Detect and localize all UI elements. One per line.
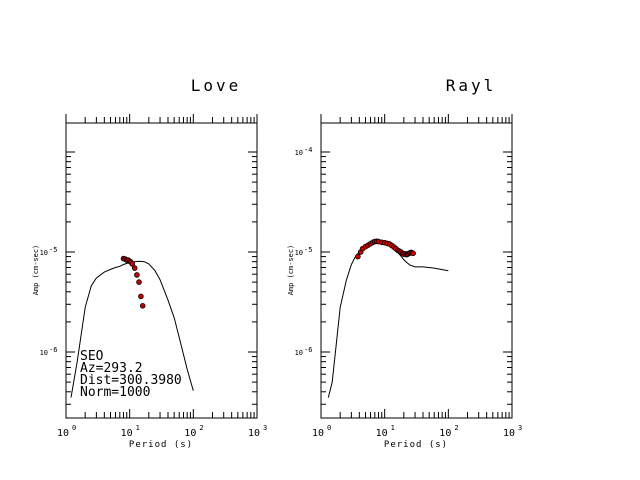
x-tick-label-base: 10 <box>376 428 388 439</box>
x-tick-label: 10 0 <box>312 424 331 439</box>
observed-point-rayl <box>410 250 416 257</box>
observed-point-rayl <box>355 253 361 260</box>
x-tick-label-base: 10 <box>312 428 324 439</box>
x-tick-label: 10 3 <box>248 424 267 439</box>
panel-title-rayl: Rayl <box>446 76 497 95</box>
station-annotations: SEO Az=293.2 Dist=300.3980 Norm=1000 <box>80 349 182 400</box>
y-tick-label-base: 10 <box>295 349 303 357</box>
y-tick-label-exp: -5 <box>49 246 57 254</box>
x-tick-label-base: 10 <box>184 428 196 439</box>
panel-love-axes: 10 0 10 1 10 2 10 3 10-610-5 <box>40 114 267 439</box>
observed-point-love <box>136 279 142 285</box>
y-tick-label-base: 10 <box>295 149 303 157</box>
x-tick-label: 10 0 <box>57 424 76 439</box>
x-tick-label-exp: 3 <box>518 424 522 432</box>
series-group-love <box>70 255 194 398</box>
y-tick-label-base: 10 <box>40 349 48 357</box>
y-axis-ticks-rayl: 10-610-510-4 <box>295 146 512 405</box>
y-tick-label: 10 -5 <box>40 246 58 257</box>
panel-title-love: Love <box>191 76 242 95</box>
y-tick-label-base: 10 <box>40 249 48 257</box>
y-tick-label: 10 -6 <box>295 346 313 357</box>
x-tick-label-base: 10 <box>57 428 69 439</box>
x-axis-label-rayl: Period (s) <box>384 440 448 450</box>
y-tick-label-exp: -6 <box>304 346 312 354</box>
x-tick-label: 10 2 <box>439 424 458 439</box>
panel-rayl-axes: 10 0 10 1 10 2 10 3 10-610-510-4 <box>295 114 522 439</box>
x-tick-label: 10 1 <box>121 424 140 439</box>
plot-frame-rayl <box>320 122 513 419</box>
observed-point-love <box>129 261 136 267</box>
observed-point-love <box>139 302 146 309</box>
y-tick-label: 10 -4 <box>295 146 313 157</box>
y-axis-label-love: Amp (cm-sec) <box>32 245 40 296</box>
x-tick-label-base: 10 <box>503 428 515 439</box>
x-tick-label-base: 10 <box>248 428 260 439</box>
x-tick-label: 10 2 <box>184 424 203 439</box>
panel-love: Love 10 0 10 1 10 2 10 3 10-610-5 Period (s) Am… <box>32 76 267 450</box>
x-tick-label-exp: 1 <box>391 424 395 432</box>
observed-point-love <box>131 265 138 271</box>
x-tick-label-base: 10 <box>439 428 451 439</box>
x-tick-label: 10 1 <box>376 424 395 439</box>
distance-text: Dist=300.3980 <box>80 373 182 388</box>
x-axis-ticks-love: 10 0 10 1 10 2 10 3 <box>57 114 267 439</box>
x-tick-label-exp: 0 <box>72 424 76 432</box>
x-tick-label-exp: 1 <box>136 424 140 432</box>
series-group-rayl <box>327 238 449 398</box>
x-tick-label-exp: 2 <box>199 424 203 432</box>
norm-text: Norm=1000 <box>80 385 150 400</box>
x-axis-ticks-rayl: 10 0 10 1 10 2 10 3 <box>312 114 522 439</box>
y-tick-label-exp: -5 <box>304 246 312 254</box>
x-tick-label-exp: 2 <box>454 424 458 432</box>
y-axis-label-rayl: Amp (cm-sec) <box>287 245 295 296</box>
plot-frame-love <box>65 122 258 419</box>
y-tick-label-exp: -4 <box>304 146 312 154</box>
y-tick-label: 10 -6 <box>40 346 58 357</box>
x-axis-label-love: Period (s) <box>129 440 193 450</box>
x-tick-label-exp: 0 <box>327 424 331 432</box>
x-tick-label-base: 10 <box>121 428 133 439</box>
x-tick-label-exp: 3 <box>263 424 267 432</box>
y-tick-label-exp: -6 <box>49 346 57 354</box>
x-tick-label: 10 3 <box>503 424 522 439</box>
station-code: SEO <box>80 349 104 364</box>
panel-rayl: Rayl 10 0 10 1 10 2 10 3 10-610-510-4 Period (s… <box>287 76 522 450</box>
observed-point-love <box>134 272 140 278</box>
azimuth-text: Az=293.2 <box>80 361 143 376</box>
y-axis-ticks-love: 10-610-5 <box>40 151 257 405</box>
observed-point-love <box>138 293 144 300</box>
y-tick-label-base: 10 <box>295 249 303 257</box>
y-tick-label: 10 -5 <box>295 246 313 257</box>
